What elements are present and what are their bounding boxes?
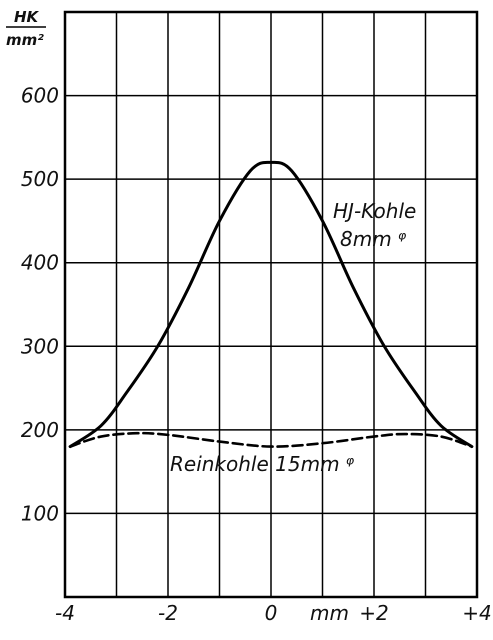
series-label-0-0: HJ-Kohle [333,199,416,223]
x-tick-label: -2 [158,601,178,625]
y-unit-denominator: mm² [6,31,44,49]
x-axis-unit: mm [310,601,349,625]
x-tick-labels: -4 -2 0 +2 +4 [55,601,492,625]
y-tick-label: 600 [21,84,59,108]
x-tick-label: 0 [265,601,278,625]
y-unit-numerator: HK [14,8,40,26]
series-label-1-0: Reinkohle 15mm ᵠ [170,452,355,476]
series-line-1 [68,431,474,448]
x-tick-label: -4 [55,601,75,625]
x-tick-label: +4 [462,601,491,625]
y-tick-label: 500 [21,167,59,191]
y-axis-unit: HK mm² [6,8,46,49]
x-tick-label: +2 [359,601,388,625]
horizontal-gridlines [65,94,477,515]
vertical-gridlines [115,12,427,597]
y-tick-label: 300 [21,334,59,358]
y-tick-label: 400 [21,251,59,275]
y-tick-label: 100 [21,501,59,525]
series-label-0-1: 8mm ᵠ [340,227,407,251]
series-line-0 [68,160,474,449]
series-layer: HJ-Kohle 8mm ᵠ Reinkohle 15mm ᵠ [68,160,474,476]
y-tick-label: 200 [21,418,59,442]
y-tick-labels: 100 200 300 400 500 600 [21,84,59,526]
plot-frame [63,10,479,599]
